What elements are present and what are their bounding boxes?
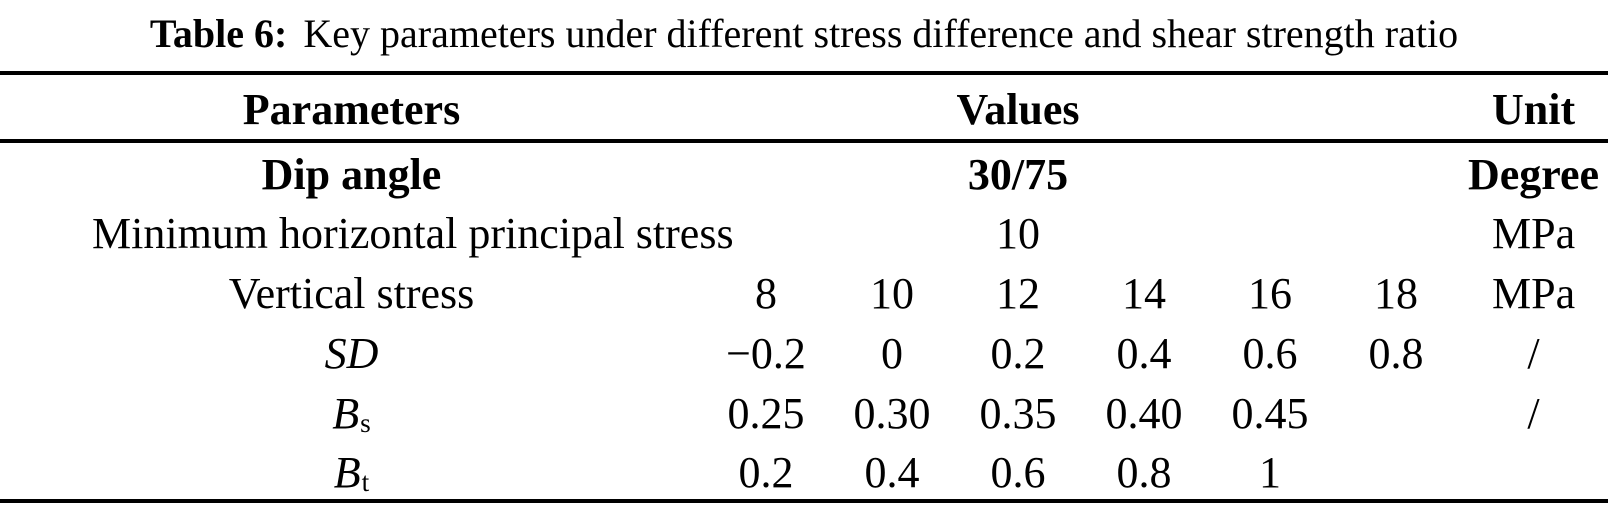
value-cell: 0.40 xyxy=(1105,388,1183,438)
value-cell: 18 xyxy=(1374,268,1419,318)
value-cell xyxy=(1333,381,1459,441)
value-cell: 0.8 xyxy=(1116,447,1172,497)
row-bs: Bs 0.25 0.30 0.35 0.40 0.45 / xyxy=(0,381,1608,441)
row-sd: SD −0.2 0 0.2 0.4 0.6 0.8 / xyxy=(0,321,1608,381)
param-cell: Minimum horizontal principal stress xyxy=(92,208,734,258)
param-cell: Bs xyxy=(0,381,703,441)
param-symbol: B xyxy=(332,388,360,438)
value-cell xyxy=(1333,441,1459,501)
param-cell: SD xyxy=(0,321,703,381)
value-cell: −0.2 xyxy=(726,328,806,378)
values-span-cell: 10 xyxy=(996,208,1041,258)
values-span-cell: 30/75 xyxy=(967,149,1069,199)
param-cell: Vertical stress xyxy=(228,268,475,318)
value-cell: 0.4 xyxy=(864,447,920,497)
param-cell: Bt xyxy=(0,441,703,501)
value-cell: 0 xyxy=(881,328,903,378)
unit-cell xyxy=(1459,441,1608,501)
unit-cell: MPa xyxy=(1491,268,1576,318)
header-empty-cell xyxy=(1333,73,1460,143)
table-caption: Table 6: Key parameters under different … xyxy=(0,2,1608,64)
value-cell: 1 xyxy=(1259,447,1282,497)
value-cell: 8 xyxy=(755,268,777,318)
value-cell: 0.45 xyxy=(1231,388,1309,438)
empty-cell xyxy=(1333,141,1459,201)
param-cell: Dip angle xyxy=(261,149,442,199)
unit-cell: Degree xyxy=(1467,149,1600,199)
unit-cell: MPa xyxy=(1491,208,1576,258)
value-cell: 0.35 xyxy=(979,388,1057,438)
param-symbol: SD xyxy=(324,328,379,378)
header-values: Values xyxy=(703,73,1334,143)
value-cell: 16 xyxy=(1248,268,1293,318)
value-cell: 0.2 xyxy=(738,447,794,497)
caption-label: Table 6: xyxy=(149,10,288,56)
row-bt: Bt 0.2 0.4 0.6 0.8 1 xyxy=(0,441,1608,501)
value-cell: 0.2 xyxy=(990,328,1046,378)
value-cell: 0.30 xyxy=(853,388,931,438)
header-row: Parameters Values Unit xyxy=(0,73,1608,143)
row-min-horizontal-stress: Minimum horizontal principal stress 10 M… xyxy=(0,201,1608,261)
header-unit: Unit xyxy=(1459,73,1608,143)
value-cell: 0.25 xyxy=(727,388,805,438)
value-cell: 0.6 xyxy=(990,447,1046,497)
unit-cell: / xyxy=(1527,328,1540,378)
unit-cell: / xyxy=(1527,388,1540,438)
value-cell: 0.4 xyxy=(1116,328,1172,378)
row-vertical-stress: Vertical stress 8 10 12 14 16 18 MPa xyxy=(0,261,1608,321)
value-cell: 14 xyxy=(1122,268,1166,318)
parameters-table: Parameters Values Unit Dip angle 30/75 D… xyxy=(0,71,1608,503)
value-cell: 10 xyxy=(870,268,914,318)
value-cell: 0.6 xyxy=(1242,328,1298,378)
caption-text: Key parameters under different stress di… xyxy=(303,10,1459,56)
row-dip-angle: Dip angle 30/75 Degree xyxy=(0,141,1608,201)
param-subscript: t xyxy=(361,467,370,498)
param-symbol: B xyxy=(333,447,361,497)
empty-cell xyxy=(1333,201,1459,261)
header-parameters: Parameters xyxy=(0,73,703,143)
param-subscript: s xyxy=(360,408,371,439)
value-cell: 12 xyxy=(996,268,1040,318)
value-cell: 0.8 xyxy=(1368,328,1424,378)
